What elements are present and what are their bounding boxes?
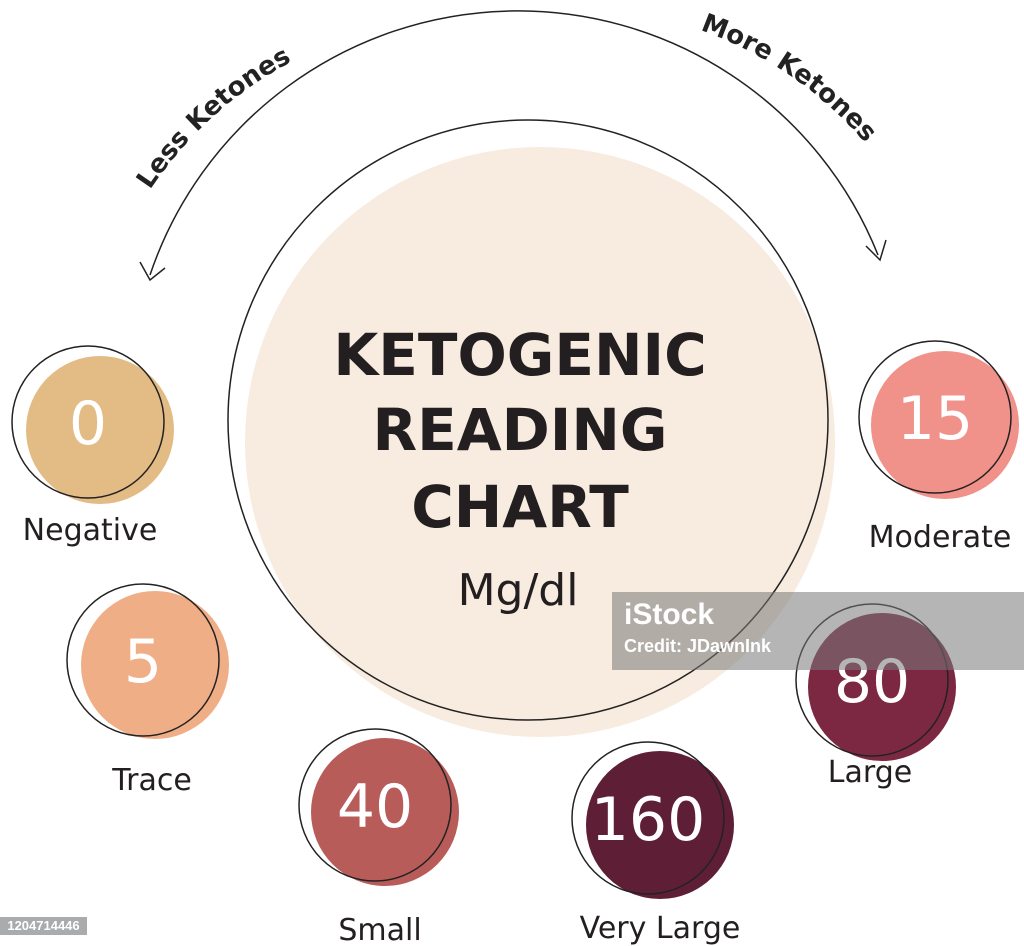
reading-fill <box>26 356 174 504</box>
reading-label: Moderate <box>869 520 1012 555</box>
image-id: 1204714446 <box>0 917 87 935</box>
reading-value: 160 <box>591 785 706 855</box>
arrow-left-icon <box>139 261 166 282</box>
title-line-3: CHART <box>411 473 629 541</box>
reading-label: Negative <box>23 513 158 548</box>
ketone-arc <box>149 10 879 276</box>
reading-label: Small <box>338 913 421 946</box>
reading-outline <box>858 340 1012 494</box>
reading-1: 5 Trace <box>66 583 229 798</box>
watermark: iStock Credit: JDawnInk <box>612 592 1024 670</box>
less-ketones-label: Less Ketones <box>131 41 295 194</box>
center-fill <box>245 147 835 737</box>
reading-fill <box>81 591 229 739</box>
reading-value: 40 <box>337 772 413 842</box>
reading-fill <box>311 738 459 886</box>
reading-label: Very Large <box>580 911 741 946</box>
more-ketones-label: More Ketones <box>697 8 882 147</box>
reading-label: Trace <box>111 763 192 798</box>
watermark-brand: iStock <box>624 598 715 631</box>
title-line-2: READING <box>372 396 667 464</box>
arrow-right-icon <box>865 239 887 262</box>
reading-3: 160 Very Large <box>571 741 741 946</box>
watermark-credit: Credit: JDawnInk <box>624 636 772 656</box>
reading-outline <box>298 728 452 882</box>
reading-fill <box>586 751 734 899</box>
reading-5: 15 Moderate <box>858 340 1019 555</box>
center-outline <box>227 119 829 721</box>
reading-0: 0 Negative <box>11 345 174 548</box>
reading-value: 5 <box>124 627 162 697</box>
reading-2: 40 Small <box>298 728 459 946</box>
unit-label: Mg/dl <box>458 565 579 616</box>
reading-outline <box>66 583 220 737</box>
reading-value: 0 <box>69 389 107 459</box>
reading-value: 15 <box>897 384 973 454</box>
reading-label: Large <box>828 755 912 790</box>
reading-fill <box>871 351 1019 499</box>
reading-outline <box>571 741 725 895</box>
title-line-1: KETOGENIC <box>333 321 706 389</box>
reading-outline <box>11 345 165 499</box>
